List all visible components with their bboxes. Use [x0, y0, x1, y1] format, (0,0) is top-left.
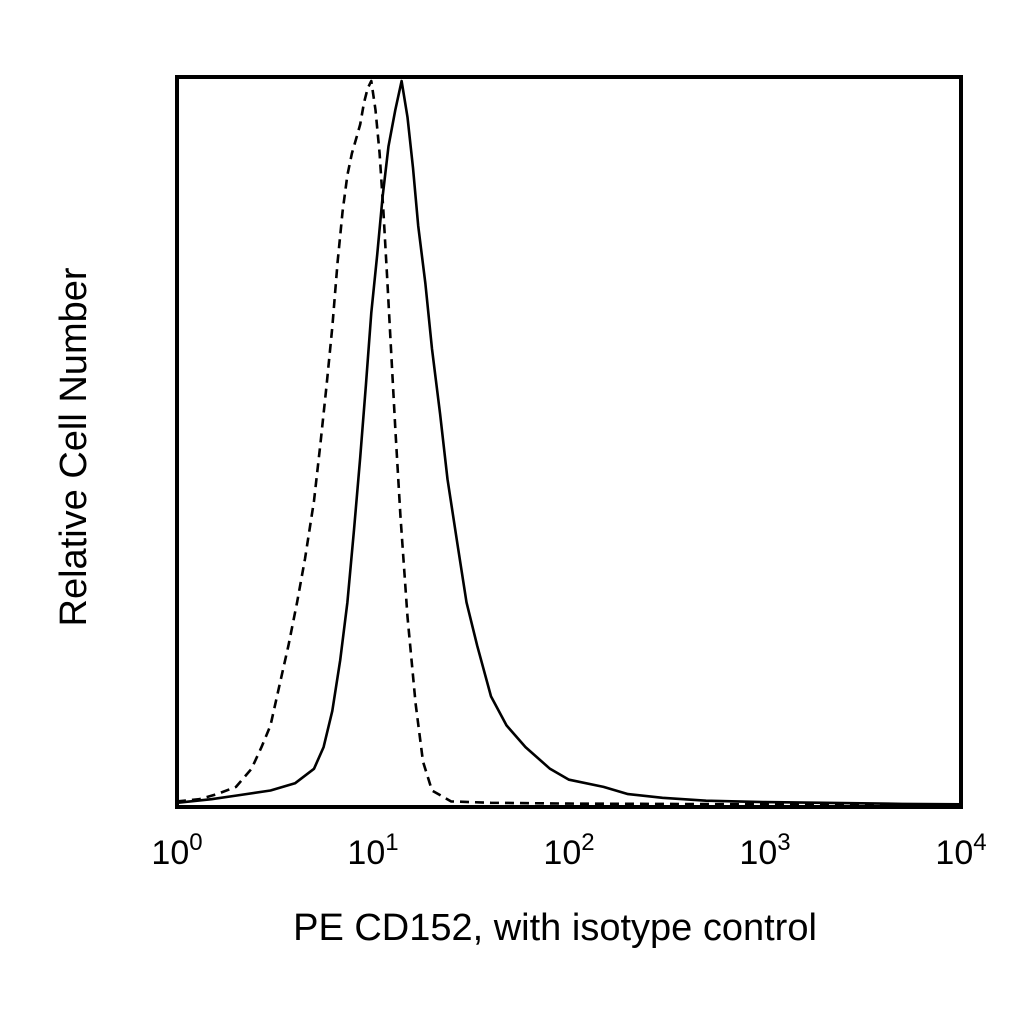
x-tick-label: 102 — [543, 829, 594, 872]
x-tick-label: 101 — [347, 829, 398, 872]
series-layer — [176, 79, 962, 807]
x-tick-label: 103 — [739, 829, 790, 872]
histogram-series-dashed — [176, 79, 962, 807]
x-tick-label: 100 — [151, 829, 202, 872]
x-axis-label: PE CD152, with isotype control — [293, 907, 817, 949]
histogram-series-solid — [176, 79, 962, 806]
y-axis-label: Relative Cell Number — [53, 267, 95, 626]
x-tick-labels: 100 101 102 103 104 — [151, 829, 986, 872]
plot-frame — [175, 75, 963, 809]
x-tick-label: 104 — [935, 829, 986, 872]
